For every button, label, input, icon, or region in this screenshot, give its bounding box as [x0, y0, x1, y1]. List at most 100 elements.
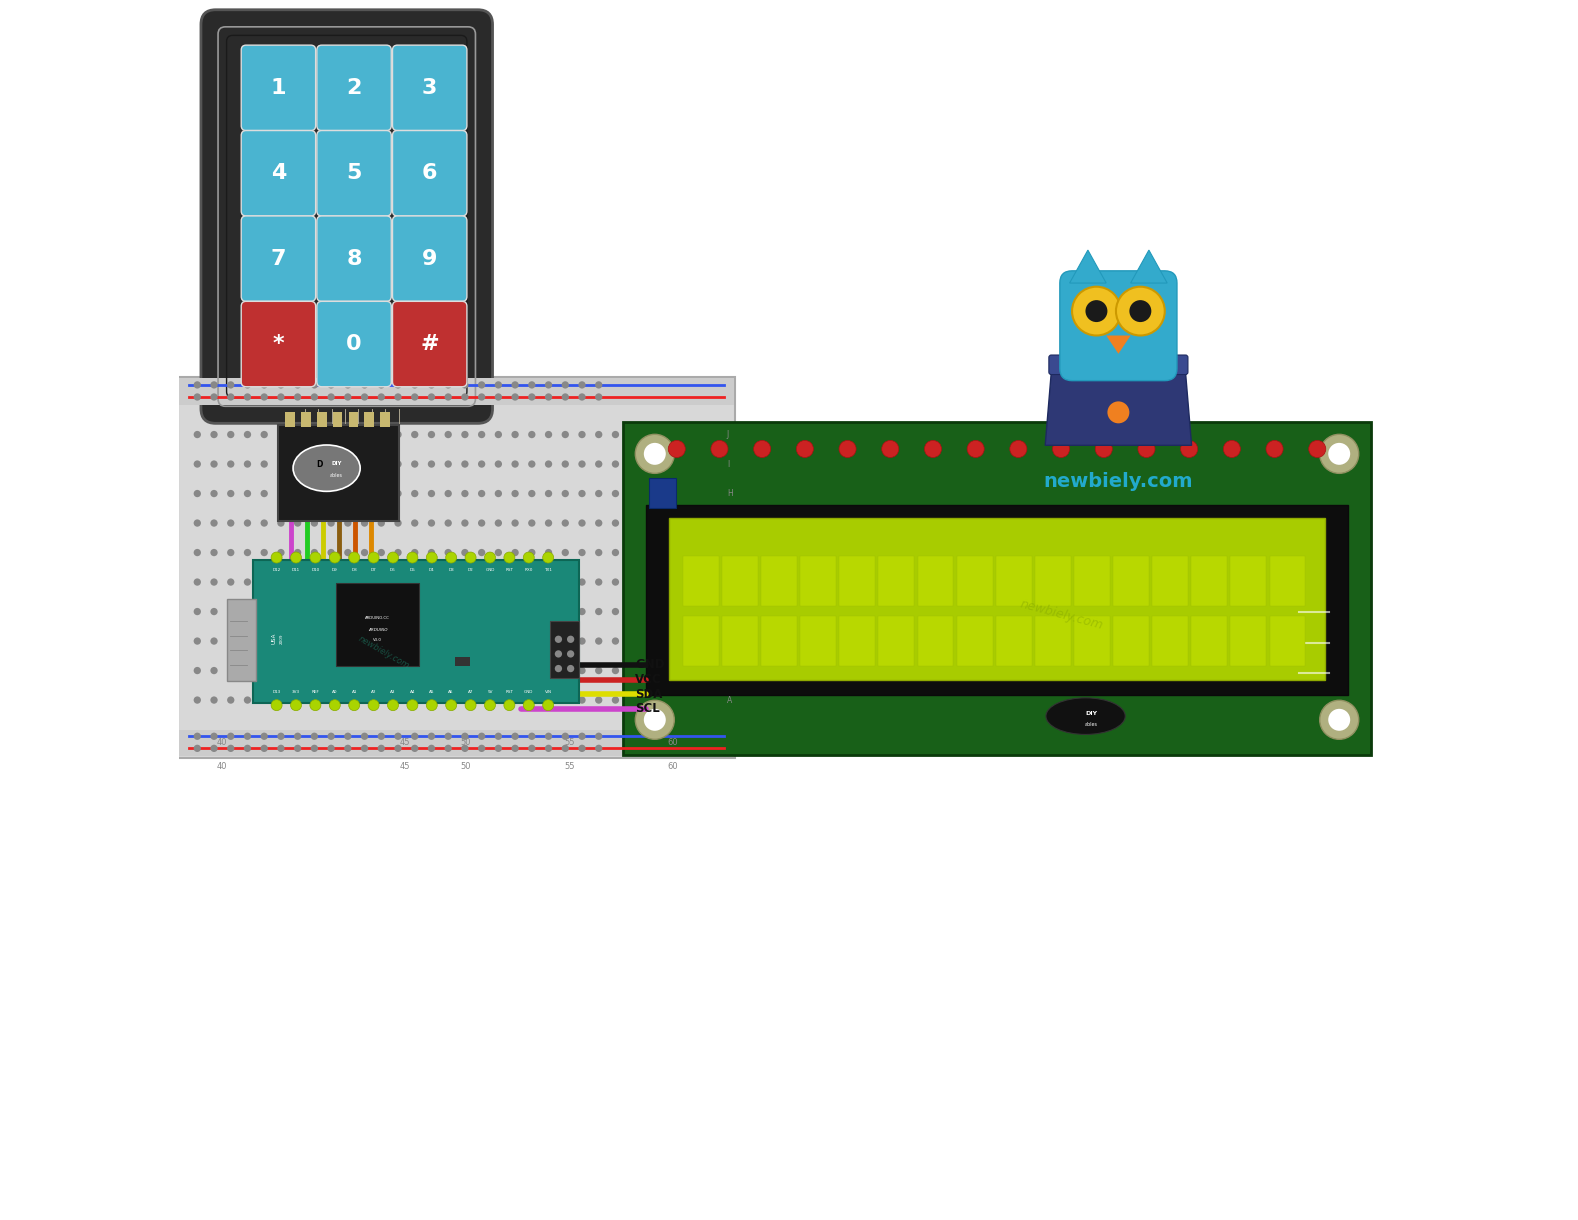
Circle shape [344, 744, 352, 752]
FancyBboxPatch shape [761, 556, 797, 606]
Circle shape [524, 699, 535, 710]
Bar [286, 412, 295, 427]
Circle shape [278, 520, 284, 527]
Circle shape [445, 699, 456, 710]
Circle shape [544, 697, 552, 704]
Circle shape [595, 744, 603, 752]
Circle shape [210, 490, 218, 498]
Circle shape [445, 460, 451, 467]
Circle shape [227, 667, 235, 675]
Circle shape [361, 382, 368, 389]
FancyBboxPatch shape [1049, 355, 1188, 375]
Circle shape [495, 549, 502, 556]
FancyBboxPatch shape [839, 616, 876, 666]
Circle shape [194, 697, 200, 704]
Circle shape [210, 608, 218, 615]
Circle shape [328, 460, 335, 467]
Circle shape [278, 637, 284, 644]
Circle shape [227, 608, 235, 615]
Circle shape [271, 551, 282, 564]
Circle shape [194, 393, 200, 400]
Circle shape [344, 697, 352, 704]
Circle shape [445, 732, 451, 739]
Circle shape [311, 431, 319, 438]
Circle shape [595, 520, 603, 527]
FancyBboxPatch shape [241, 131, 316, 216]
Circle shape [495, 431, 502, 438]
Text: D7: D7 [371, 567, 377, 572]
Circle shape [511, 732, 519, 739]
Circle shape [361, 637, 368, 644]
Circle shape [278, 697, 284, 704]
Circle shape [661, 667, 669, 675]
Circle shape [412, 732, 418, 739]
Circle shape [278, 382, 284, 389]
Circle shape [412, 520, 418, 527]
Circle shape [612, 697, 619, 704]
Text: ARDUINO.CC: ARDUINO.CC [365, 616, 390, 620]
Circle shape [478, 431, 486, 438]
Circle shape [578, 490, 585, 498]
Text: 2009: 2009 [279, 633, 284, 644]
Circle shape [612, 608, 619, 615]
Circle shape [290, 551, 301, 564]
Circle shape [562, 744, 570, 752]
FancyBboxPatch shape [317, 216, 391, 301]
Circle shape [311, 578, 319, 586]
Circle shape [529, 732, 535, 739]
Circle shape [344, 431, 352, 438]
Circle shape [555, 665, 562, 672]
Text: H: H [727, 489, 732, 498]
Circle shape [578, 667, 585, 675]
FancyBboxPatch shape [683, 616, 718, 666]
Circle shape [679, 431, 686, 438]
Circle shape [543, 551, 554, 564]
Circle shape [311, 697, 319, 704]
Circle shape [1095, 440, 1112, 458]
Circle shape [495, 460, 502, 467]
Text: DIY: DIY [331, 461, 341, 466]
Text: RST: RST [505, 689, 513, 694]
Circle shape [377, 460, 385, 467]
Circle shape [227, 460, 235, 467]
Circle shape [245, 732, 251, 739]
FancyBboxPatch shape [200, 10, 492, 423]
Text: 40: 40 [216, 761, 227, 771]
Circle shape [278, 460, 284, 467]
Text: TX1: TX1 [544, 567, 552, 572]
Circle shape [478, 578, 486, 586]
Circle shape [1319, 700, 1359, 739]
Circle shape [311, 393, 319, 400]
Text: A0: A0 [331, 689, 338, 694]
Circle shape [636, 434, 674, 473]
FancyBboxPatch shape [1152, 556, 1188, 606]
Circle shape [925, 440, 942, 458]
Circle shape [428, 431, 436, 438]
Circle shape [495, 608, 502, 615]
Circle shape [361, 667, 368, 675]
Circle shape [260, 460, 268, 467]
Circle shape [245, 608, 251, 615]
Circle shape [595, 732, 603, 739]
Circle shape [612, 431, 619, 438]
Circle shape [511, 382, 519, 389]
Text: #: # [420, 334, 439, 354]
Circle shape [1319, 434, 1359, 473]
Circle shape [388, 699, 399, 710]
Circle shape [562, 520, 570, 527]
FancyBboxPatch shape [800, 556, 836, 606]
Circle shape [445, 744, 451, 752]
Text: 5V: 5V [488, 689, 492, 694]
Circle shape [679, 608, 686, 615]
Circle shape [328, 697, 335, 704]
Circle shape [645, 697, 653, 704]
Circle shape [461, 460, 469, 467]
Circle shape [377, 608, 385, 615]
Circle shape [394, 697, 402, 704]
Text: newbiely.com: newbiely.com [347, 561, 432, 573]
Circle shape [227, 393, 235, 400]
Circle shape [294, 667, 301, 675]
Circle shape [578, 460, 585, 467]
Circle shape [612, 520, 619, 527]
Circle shape [445, 549, 451, 556]
